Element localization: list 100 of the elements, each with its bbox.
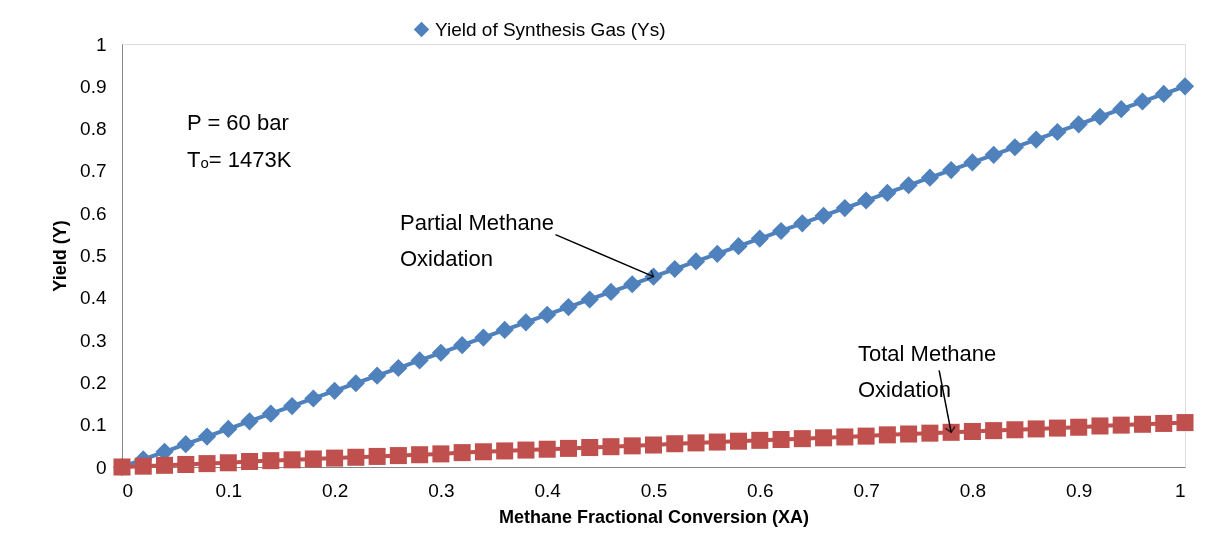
point <box>368 447 386 465</box>
point <box>708 244 727 263</box>
point <box>261 404 280 423</box>
x-tick-label: 1 <box>1174 479 1186 501</box>
point <box>644 436 663 454</box>
point <box>304 450 322 468</box>
point <box>240 412 259 431</box>
point <box>580 290 599 309</box>
point <box>453 444 471 462</box>
point <box>197 427 217 446</box>
point <box>793 430 811 448</box>
point <box>495 320 514 340</box>
point <box>368 366 387 385</box>
point <box>1048 419 1066 437</box>
y-tick-label: 0.7 <box>80 160 107 182</box>
point <box>474 443 492 461</box>
point <box>835 199 854 218</box>
point <box>538 440 556 458</box>
point <box>176 435 195 454</box>
annotation: Partial Methane Oxidation <box>400 210 555 271</box>
point <box>1112 416 1130 434</box>
point <box>134 457 152 475</box>
x-tick-label: 0.9 <box>1065 479 1093 501</box>
point <box>177 455 195 473</box>
point <box>1154 84 1173 103</box>
point <box>156 456 174 474</box>
y-tick-label: 0.9 <box>80 75 107 97</box>
point <box>814 206 833 225</box>
point <box>1155 414 1173 432</box>
point <box>516 313 536 332</box>
point <box>1027 420 1045 438</box>
point <box>1006 421 1024 439</box>
point <box>751 431 769 449</box>
point <box>1133 415 1151 433</box>
point <box>815 429 833 447</box>
annotation: Tₒ= 1473K <box>187 147 292 172</box>
x-tick-label: 0.8 <box>959 479 987 501</box>
point <box>963 422 981 440</box>
point <box>581 439 599 457</box>
point <box>219 419 238 439</box>
point <box>431 343 450 362</box>
point <box>389 358 408 378</box>
annotation: P = 60 bar <box>187 110 289 135</box>
point <box>708 433 726 451</box>
y-tick-label: 0.6 <box>80 202 107 224</box>
x-tick-label: 0 <box>122 479 134 501</box>
point <box>793 214 812 233</box>
point <box>900 425 918 443</box>
point <box>517 441 535 459</box>
point <box>559 439 577 457</box>
point <box>730 432 748 450</box>
point <box>666 435 684 453</box>
y-tick-label: 0.4 <box>80 287 107 309</box>
point <box>1133 92 1152 111</box>
x-tick-label: 0.7 <box>853 479 880 501</box>
point <box>1048 122 1067 142</box>
y-axis-title: Yield (Y) <box>50 220 71 292</box>
point <box>346 374 365 393</box>
legend-label: Yield of Synthesis Gas (Ys) <box>435 18 666 40</box>
point <box>241 452 259 471</box>
point <box>283 451 301 469</box>
point <box>1005 138 1024 157</box>
point <box>389 447 407 465</box>
point <box>665 259 684 279</box>
point <box>474 328 493 347</box>
point <box>262 452 280 470</box>
x-tick-label: 0.4 <box>534 479 562 501</box>
point <box>304 389 323 408</box>
point <box>921 424 939 442</box>
x-tick-label: 0.2 <box>321 479 349 501</box>
point <box>942 160 961 180</box>
point <box>857 427 875 445</box>
point <box>198 455 216 473</box>
point <box>1090 107 1110 126</box>
y-tick-label: 1 <box>95 33 107 55</box>
point <box>496 442 514 460</box>
point <box>411 446 429 464</box>
point <box>985 422 1003 440</box>
point <box>347 448 365 466</box>
point <box>878 426 896 444</box>
y-tick-label: 0 <box>95 456 107 478</box>
point <box>729 237 748 256</box>
x-tick-label: 0.3 <box>428 479 455 501</box>
point <box>1070 418 1088 436</box>
point <box>857 191 876 210</box>
y-tick-label: 0.1 <box>80 414 107 436</box>
point <box>1175 77 1195 96</box>
y-tick-label: 0.5 <box>80 245 107 266</box>
x-tick-label: 0.6 <box>747 479 774 501</box>
point <box>453 336 472 355</box>
point <box>899 176 918 195</box>
point <box>410 351 429 370</box>
point <box>623 437 641 455</box>
point <box>687 434 705 452</box>
point <box>538 305 557 324</box>
point <box>602 438 620 456</box>
point <box>1091 417 1109 435</box>
x-tick-label: 0.5 <box>640 479 668 501</box>
x-axis-title: Methane Fractional Conversion (XA) <box>498 506 810 527</box>
y-tick-label: 0.2 <box>80 371 107 393</box>
